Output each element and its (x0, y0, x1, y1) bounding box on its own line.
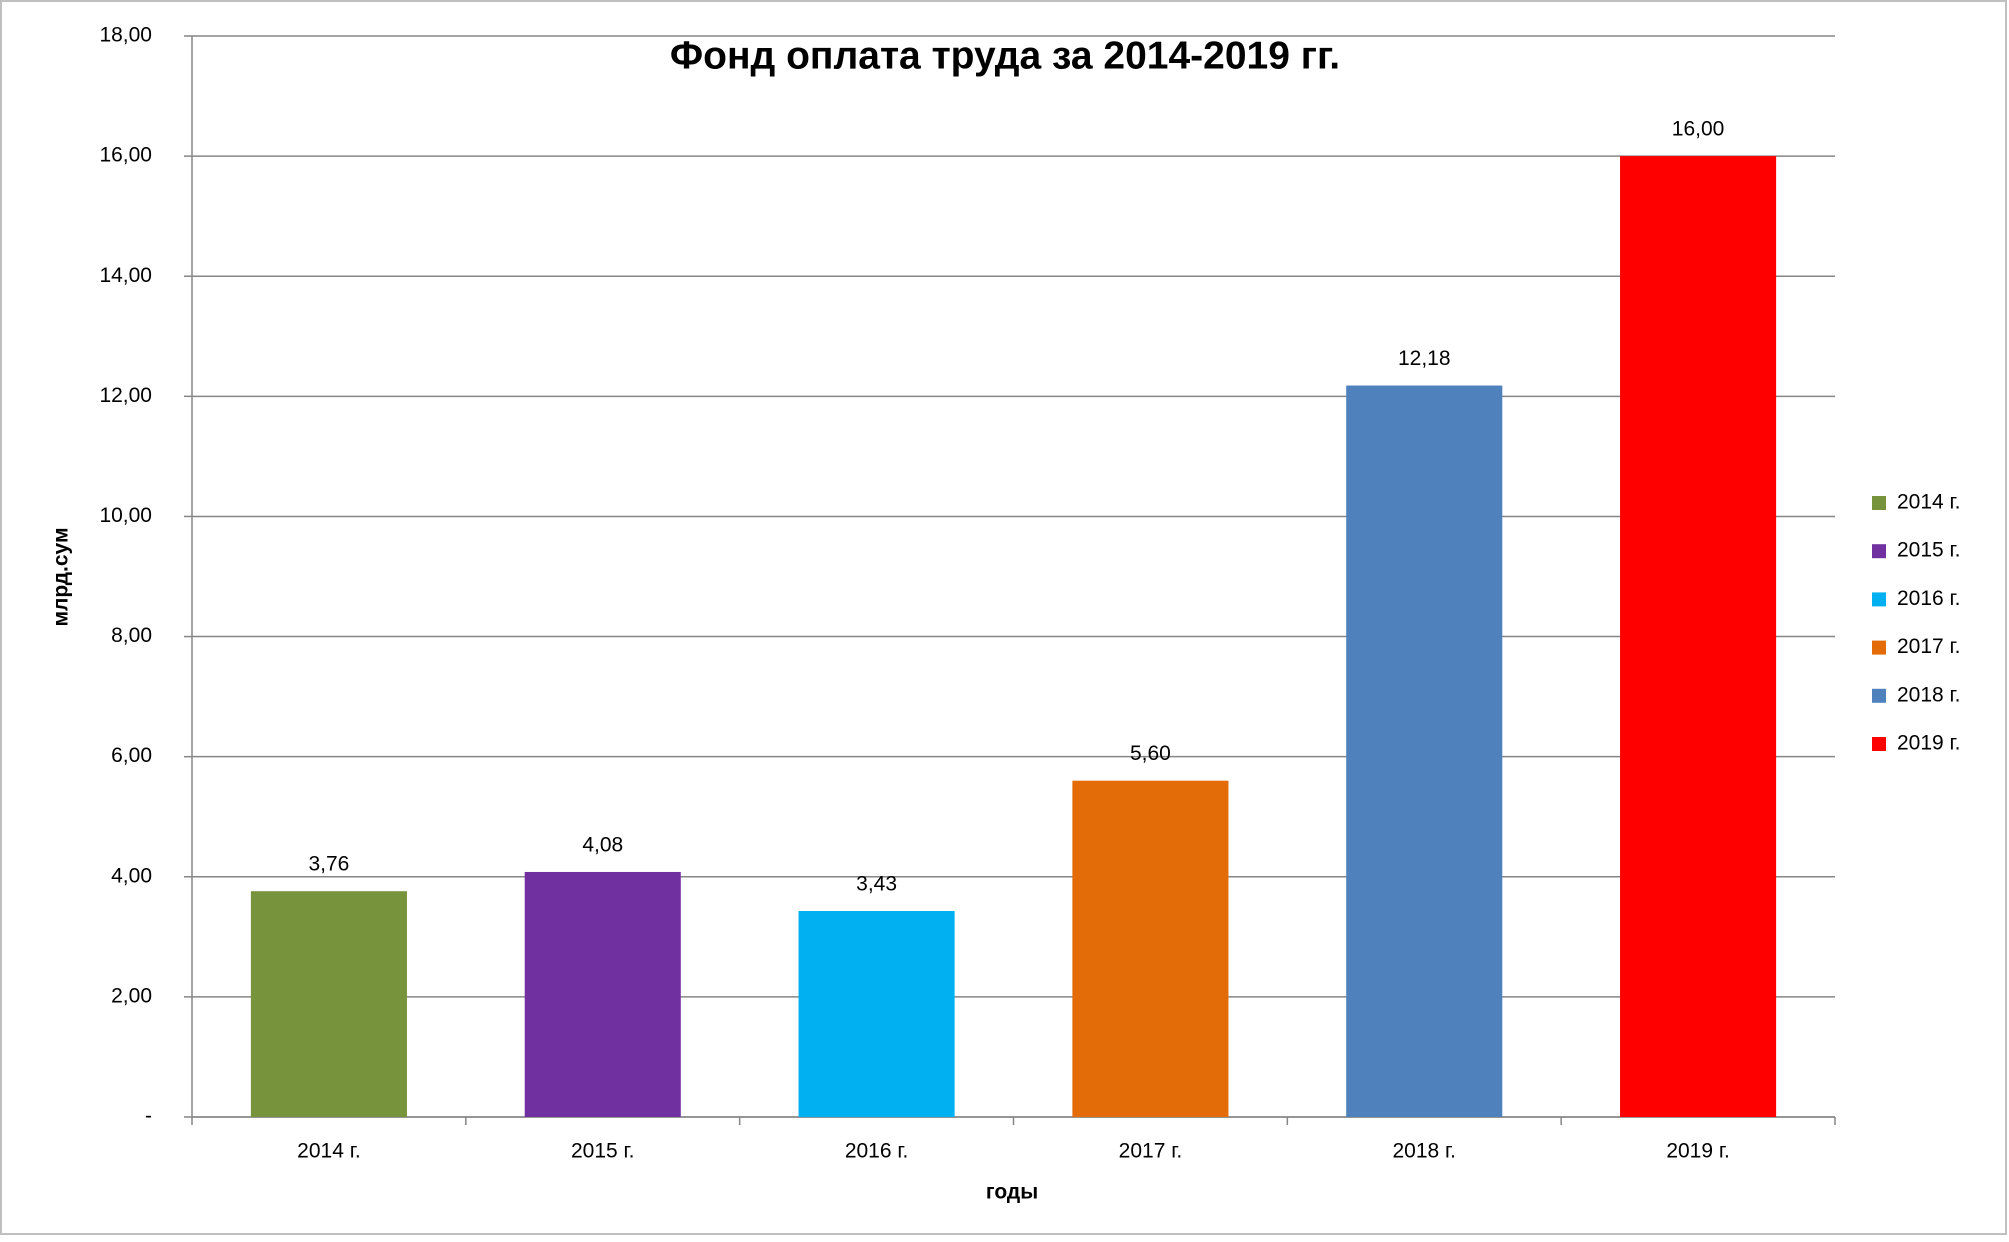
data-label: 12,18 (1398, 347, 1451, 370)
bar (1346, 385, 1503, 1118)
data-label: 4,08 (582, 834, 623, 857)
legend-label: 2016 г. (1897, 587, 1960, 610)
x-tick-label: 2014 г. (297, 1140, 360, 1163)
y-tick-label: 6,00 (111, 744, 152, 767)
legend-label: 2018 г. (1897, 683, 1960, 706)
x-tick-label: 2017 г. (1119, 1140, 1182, 1163)
data-label: 5,60 (1130, 742, 1171, 765)
x-tick-label: 2019 г. (1666, 1140, 1729, 1163)
y-tick-label: 4,00 (111, 864, 152, 887)
bar (524, 871, 681, 1117)
y-tick-label: 18,00 (99, 24, 152, 47)
legend-label: 2017 г. (1897, 635, 1960, 658)
x-tick-label: 2016 г. (845, 1140, 908, 1163)
legend-label: 2019 г. (1897, 732, 1960, 755)
legend-swatch (1872, 640, 1886, 655)
y-axis-title: млрд.сум (50, 528, 73, 627)
bar (250, 891, 407, 1117)
y-tick-label: 8,00 (111, 624, 152, 647)
legend-swatch (1872, 496, 1886, 510)
y-tick-label: 12,00 (99, 384, 152, 407)
x-axis-title: годы (986, 1181, 1038, 1204)
data-label: 3,43 (856, 873, 897, 896)
legend-swatch (1872, 544, 1886, 559)
data-label: 3,76 (308, 853, 349, 876)
legend-swatch (1872, 737, 1886, 751)
chart-title: Фонд оплата труда за 2014-2019 гг. (670, 34, 1340, 77)
y-tick-label: 16,00 (99, 144, 152, 167)
y-tick-label: 14,00 (99, 264, 152, 287)
legend-label: 2014 г. (1897, 491, 1960, 514)
y-tick-label: - (145, 1105, 152, 1128)
x-tick-label: 2018 г. (1393, 1140, 1456, 1163)
bar (798, 911, 955, 1117)
y-tick-label: 10,00 (99, 504, 152, 527)
bar (1072, 780, 1229, 1117)
legend-swatch (1872, 592, 1886, 607)
x-tick-label: 2015 г. (571, 1140, 634, 1163)
legend-swatch (1872, 688, 1886, 703)
y-tick-label: 2,00 (111, 984, 152, 1007)
legend-label: 2015 г. (1897, 539, 1960, 562)
bar (1620, 156, 1777, 1118)
data-label: 16,00 (1672, 118, 1725, 141)
